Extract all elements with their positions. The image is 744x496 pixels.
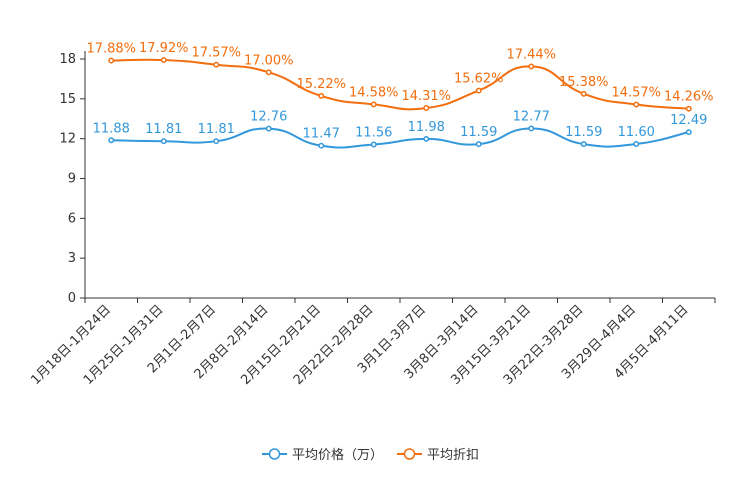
legend[interactable]: 平均价格（万） 平均折扣 <box>262 447 479 463</box>
data-point[interactable] <box>370 141 377 148</box>
data-label: 15.62% <box>454 72 504 87</box>
data-point[interactable] <box>265 69 272 76</box>
data-point[interactable] <box>528 125 535 132</box>
data-label: 11.81 <box>145 122 182 137</box>
data-label: 17.00% <box>244 53 294 68</box>
legend-label: 平均折扣 <box>427 448 479 463</box>
data-label: 17.44% <box>506 47 556 62</box>
y-tick-label: 12 <box>59 132 76 147</box>
data-label: 11.59 <box>565 125 602 140</box>
data-label: 11.81 <box>198 122 235 137</box>
data-label: 14.31% <box>401 89 451 104</box>
y-axis: 0 3 6 9 12 15 18 <box>59 51 86 306</box>
legend-label: 平均价格（万） <box>292 447 383 463</box>
y-tick-label: 18 <box>59 52 76 67</box>
data-label: 12.77 <box>513 109 550 124</box>
data-point[interactable] <box>475 87 482 94</box>
y-tick-label: 3 <box>68 251 76 266</box>
data-label: 14.58% <box>349 85 399 100</box>
data-point[interactable] <box>633 101 640 108</box>
data-point[interactable] <box>318 142 325 149</box>
data-label: 12.76 <box>250 110 287 125</box>
data-point[interactable] <box>423 105 430 111</box>
data-point[interactable] <box>685 105 692 112</box>
data-point[interactable] <box>580 141 587 148</box>
x-axis: 1月18日-1月24日1月25日-1月31日2月1日-2月7日2月8日-2月14… <box>28 297 716 388</box>
data-point[interactable] <box>108 57 115 64</box>
data-point[interactable] <box>213 138 220 145</box>
data-point[interactable] <box>160 138 167 145</box>
data-point[interactable] <box>633 141 640 147</box>
data-label: 17.57% <box>191 46 241 61</box>
data-point[interactable] <box>318 92 325 99</box>
data-point[interactable] <box>528 63 535 70</box>
data-label: 11.56 <box>355 126 392 141</box>
data-point[interactable] <box>160 57 167 64</box>
legend-item-avg-discount[interactable]: 平均折扣 <box>397 448 479 463</box>
data-point[interactable] <box>265 125 272 132</box>
data-point[interactable] <box>108 137 115 144</box>
y-tick-label: 6 <box>68 211 76 226</box>
data-label: 17.92% <box>139 41 189 56</box>
data-point[interactable] <box>685 129 692 136</box>
data-point[interactable] <box>213 61 220 68</box>
legend-item-avg-price[interactable]: 平均价格（万） <box>262 447 383 463</box>
data-label: 15.38% <box>559 75 609 90</box>
y-tick-label: 0 <box>68 291 76 306</box>
data-label: 15.22% <box>296 77 346 92</box>
series-avg-price: 11.88 11.81 11.81 12.76 11.47 11.56 11.98 11.59… <box>93 109 707 149</box>
y-tick-label: 9 <box>68 172 76 187</box>
data-point[interactable] <box>580 90 587 97</box>
y-tick-label: 15 <box>59 92 76 107</box>
data-label: 14.57% <box>611 86 661 101</box>
data-label: 17.88% <box>86 42 136 57</box>
data-label: 11.59 <box>460 125 497 140</box>
data-label: 12.49 <box>670 113 707 128</box>
legend-marker-icon <box>268 448 281 460</box>
data-point[interactable] <box>370 101 377 108</box>
data-label: 11.88 <box>93 121 130 136</box>
data-label: 11.60 <box>618 125 655 140</box>
data-point[interactable] <box>475 141 482 148</box>
data-point[interactable] <box>423 135 430 142</box>
series-avg-discount: 17.88% 17.92% 17.57%17.00%15.22%14.58% 14.3… <box>86 41 714 112</box>
data-label: 11.47 <box>303 127 340 142</box>
legend-marker-icon <box>403 448 416 460</box>
data-label: 14.26% <box>664 90 714 105</box>
data-label: 11.98 <box>408 120 445 135</box>
series-line <box>111 58 689 111</box>
series-layer: 11.88 11.81 11.81 12.76 11.47 11.56 11.98 11.59… <box>86 41 714 149</box>
